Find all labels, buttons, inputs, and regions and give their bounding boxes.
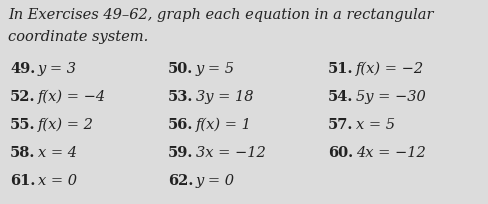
Text: f(x) = 1: f(x) = 1 <box>196 118 252 132</box>
Text: y = 3: y = 3 <box>38 62 77 76</box>
Text: f(x) = −2: f(x) = −2 <box>356 62 424 76</box>
Text: 61.: 61. <box>10 173 35 187</box>
Text: y = 0: y = 0 <box>196 173 235 187</box>
Text: 51.: 51. <box>328 62 353 76</box>
Text: 5y = −30: 5y = −30 <box>356 90 426 103</box>
Text: 49.: 49. <box>10 62 35 76</box>
Text: 58.: 58. <box>10 145 35 159</box>
Text: coordinate system.: coordinate system. <box>8 30 148 44</box>
Text: 60.: 60. <box>328 145 353 159</box>
Text: 57.: 57. <box>328 118 353 131</box>
Text: x = 4: x = 4 <box>38 145 77 159</box>
Text: 55.: 55. <box>10 118 36 131</box>
Text: f(x) = −4: f(x) = −4 <box>38 90 106 104</box>
Text: 50.: 50. <box>168 62 193 76</box>
Text: 3x = −12: 3x = −12 <box>196 145 266 159</box>
Text: 56.: 56. <box>168 118 193 131</box>
Text: 59.: 59. <box>168 145 193 159</box>
Text: x = 5: x = 5 <box>356 118 395 131</box>
Text: x = 0: x = 0 <box>38 173 77 187</box>
Text: f(x) = 2: f(x) = 2 <box>38 118 94 132</box>
Text: In Exercises 49–62, graph each equation in a rectangular: In Exercises 49–62, graph each equation … <box>8 8 433 22</box>
Text: 4x = −12: 4x = −12 <box>356 145 426 159</box>
Text: 3y = 18: 3y = 18 <box>196 90 253 103</box>
Text: 52.: 52. <box>10 90 36 103</box>
Text: y = 5: y = 5 <box>196 62 235 76</box>
Text: 62.: 62. <box>168 173 193 187</box>
Text: 53.: 53. <box>168 90 193 103</box>
Text: 54.: 54. <box>328 90 353 103</box>
